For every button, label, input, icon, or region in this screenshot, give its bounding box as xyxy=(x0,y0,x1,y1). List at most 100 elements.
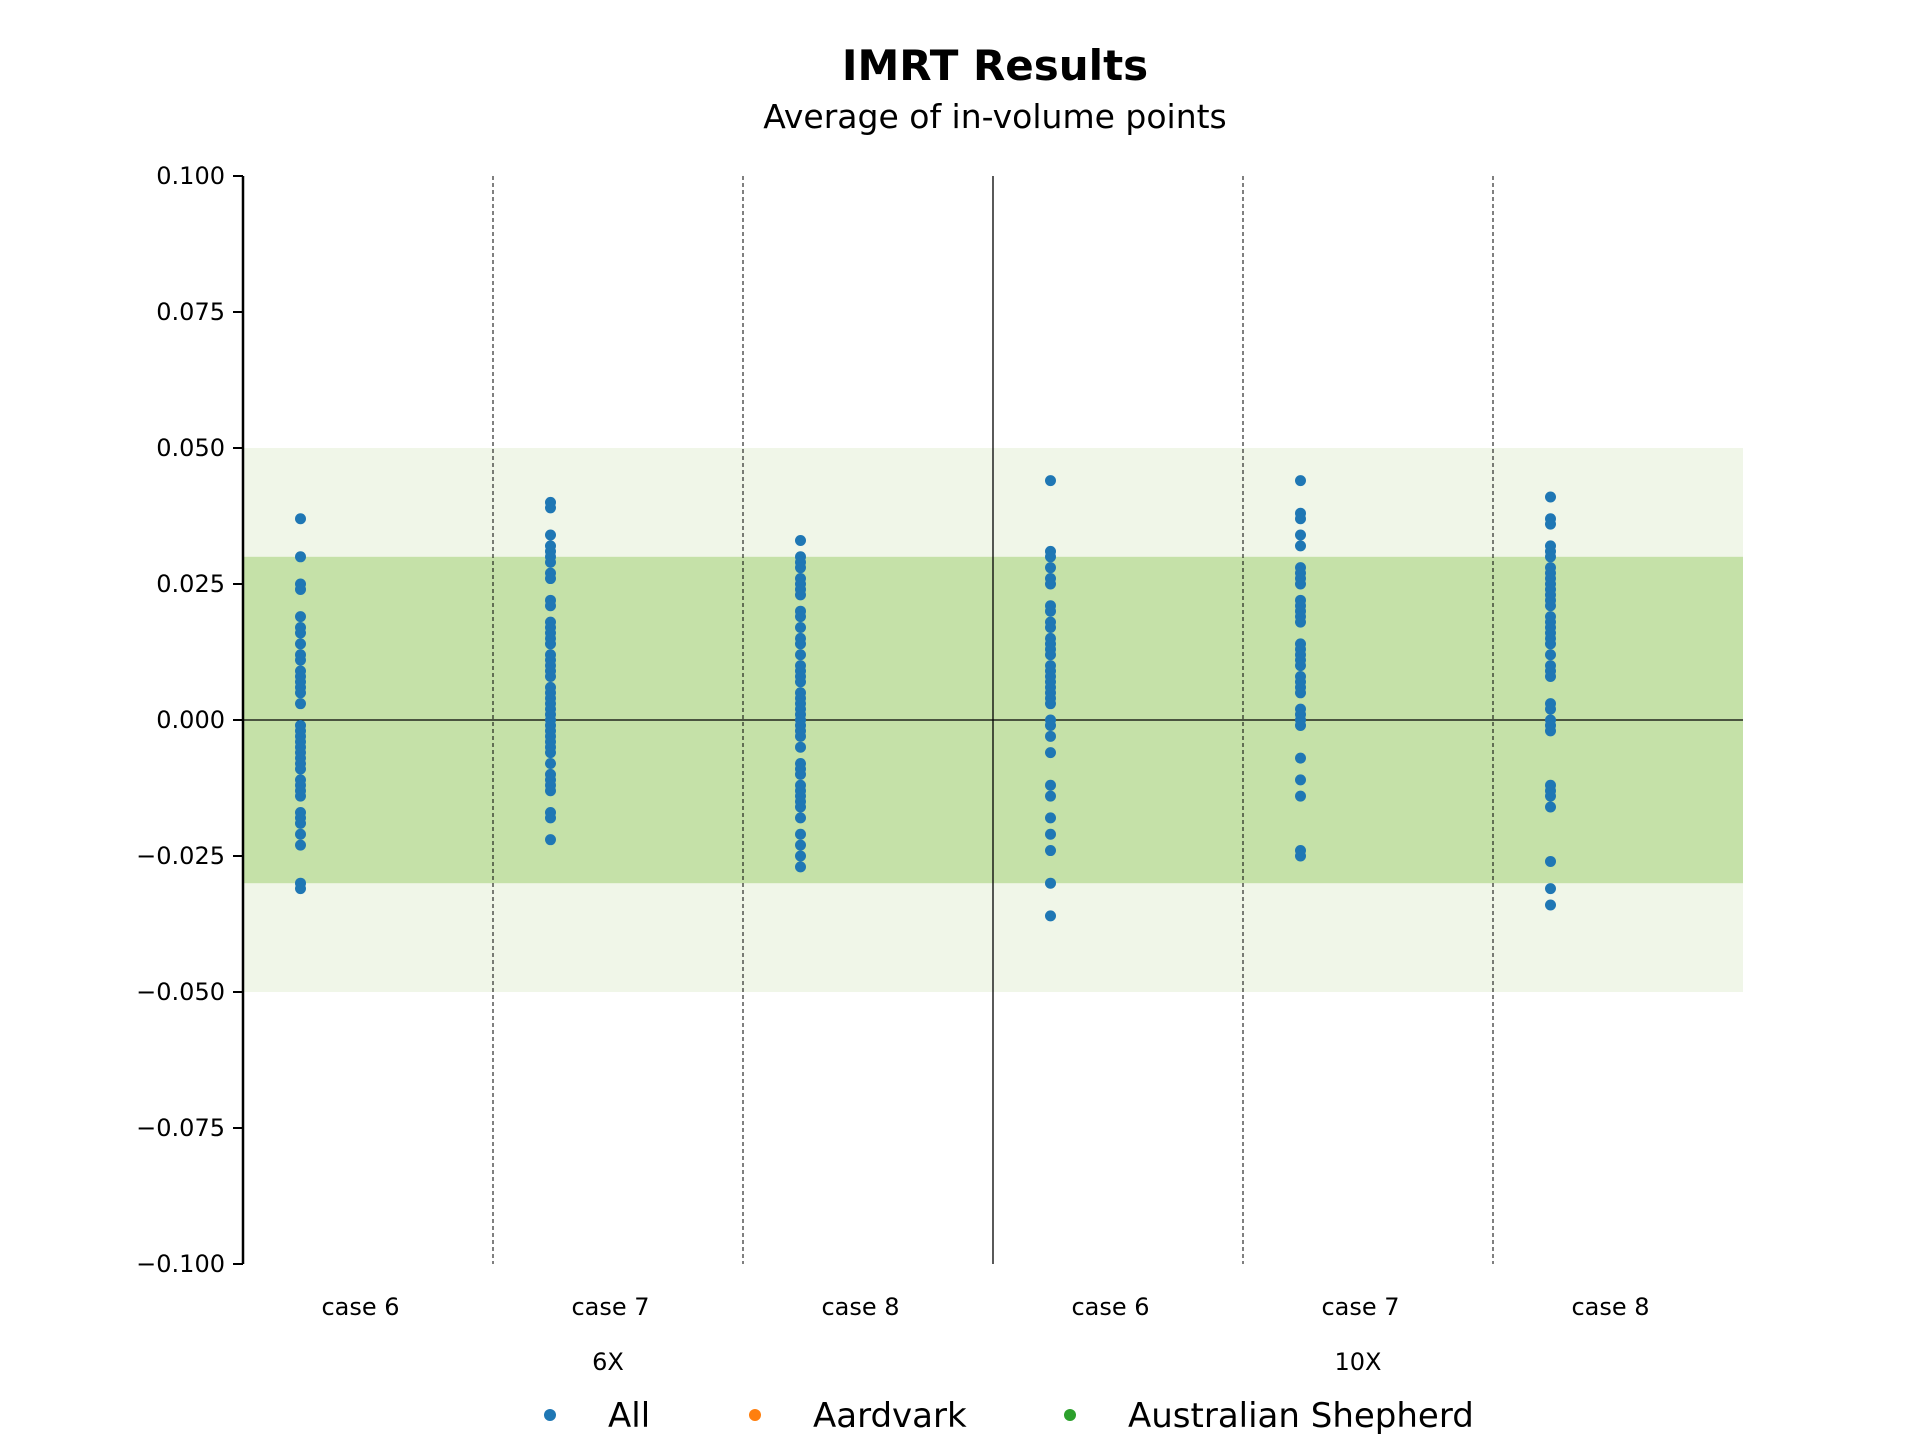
legend: All Aardvark Australian Shepherd xyxy=(544,1396,1474,1436)
data-point xyxy=(795,611,806,623)
data-point xyxy=(1295,687,1306,699)
group-label: 10X xyxy=(1335,1348,1382,1376)
data-point xyxy=(1045,790,1056,802)
data-point xyxy=(795,812,806,824)
data-point xyxy=(795,741,806,753)
data-point xyxy=(1545,703,1556,715)
data-point xyxy=(545,785,556,797)
category-labels: case 6 case 7 case 8 case 6 case 7 case 8 6X 10… xyxy=(321,1293,1649,1376)
data-point xyxy=(795,839,806,851)
data-point xyxy=(295,611,306,623)
data-point xyxy=(295,839,306,851)
y-tick-label: −0.100 xyxy=(136,1250,225,1278)
data-point xyxy=(795,861,806,873)
data-point xyxy=(1045,578,1056,590)
data-point xyxy=(545,529,556,541)
points-layer xyxy=(295,475,1556,922)
data-point xyxy=(1045,551,1056,563)
data-point xyxy=(1045,649,1056,661)
data-point xyxy=(795,562,806,574)
chart-title: IMRT Results xyxy=(842,41,1148,90)
data-point xyxy=(795,850,806,862)
legend-marker xyxy=(749,1409,761,1421)
data-point xyxy=(295,654,306,666)
data-point xyxy=(545,834,556,846)
data-point xyxy=(1295,774,1306,786)
data-point xyxy=(545,758,556,770)
data-point xyxy=(1045,562,1056,574)
data-point xyxy=(1295,790,1306,802)
data-point xyxy=(545,747,556,759)
data-point xyxy=(295,790,306,802)
data-point xyxy=(1545,790,1556,802)
legend-label: Aardvark xyxy=(813,1396,967,1436)
data-point xyxy=(1045,698,1056,710)
data-point xyxy=(295,638,306,650)
data-point xyxy=(1045,910,1056,922)
data-point xyxy=(1545,899,1556,911)
data-point xyxy=(295,817,306,829)
data-point xyxy=(795,730,806,742)
category-label: case 6 xyxy=(1071,1293,1149,1321)
data-point xyxy=(795,828,806,840)
data-point xyxy=(795,589,806,601)
category-label: case 8 xyxy=(1571,1293,1649,1321)
data-point xyxy=(295,883,306,895)
data-point xyxy=(1045,605,1056,617)
data-point xyxy=(295,583,306,595)
data-point xyxy=(1545,649,1556,661)
separator-layer xyxy=(243,176,1743,1264)
data-point xyxy=(1545,491,1556,503)
data-point xyxy=(1295,513,1306,525)
data-point xyxy=(1045,812,1056,824)
legend-label: Australian Shepherd xyxy=(1128,1396,1474,1436)
data-point xyxy=(1295,850,1306,862)
data-point xyxy=(795,768,806,780)
data-point xyxy=(1045,719,1056,731)
data-point xyxy=(1545,638,1556,650)
data-point xyxy=(1545,518,1556,530)
data-point xyxy=(1545,600,1556,612)
category-label: case 6 xyxy=(321,1293,399,1321)
data-point xyxy=(295,698,306,710)
data-point xyxy=(795,801,806,813)
y-tick-label: 0.100 xyxy=(156,162,225,190)
category-label: case 7 xyxy=(571,1293,649,1321)
data-point xyxy=(1545,670,1556,682)
data-point xyxy=(1045,828,1056,840)
data-point xyxy=(1545,883,1556,895)
y-tick-label: −0.075 xyxy=(136,1114,225,1142)
data-point xyxy=(1295,529,1306,541)
data-point xyxy=(795,638,806,650)
data-point xyxy=(795,534,806,546)
data-point xyxy=(545,600,556,612)
data-point xyxy=(295,687,306,699)
data-point xyxy=(295,551,306,563)
legend-marker xyxy=(1064,1409,1076,1421)
data-point xyxy=(1545,551,1556,563)
data-point xyxy=(1295,719,1306,731)
data-point xyxy=(545,812,556,824)
data-point xyxy=(795,649,806,661)
data-point xyxy=(795,676,806,688)
data-point xyxy=(1045,475,1056,487)
y-tick-label: 0.050 xyxy=(156,434,225,462)
y-tick-label: 0.000 xyxy=(156,706,225,734)
data-point xyxy=(1045,730,1056,742)
y-axis: 0.100 0.075 0.050 0.025 0.000 −0.025 −0.050 −0.… xyxy=(136,162,245,1278)
data-point xyxy=(1295,578,1306,590)
chart-subtitle: Average of in-volume points xyxy=(763,97,1227,136)
data-point xyxy=(1045,877,1056,889)
data-point xyxy=(1545,725,1556,737)
data-point xyxy=(545,573,556,585)
data-point xyxy=(1045,747,1056,759)
legend-marker xyxy=(544,1409,556,1421)
data-point xyxy=(295,513,306,525)
data-point xyxy=(1295,616,1306,628)
data-point xyxy=(545,638,556,650)
data-point xyxy=(1545,855,1556,867)
y-tick-label: 0.075 xyxy=(156,298,225,326)
data-point xyxy=(295,828,306,840)
data-point xyxy=(1045,845,1056,857)
